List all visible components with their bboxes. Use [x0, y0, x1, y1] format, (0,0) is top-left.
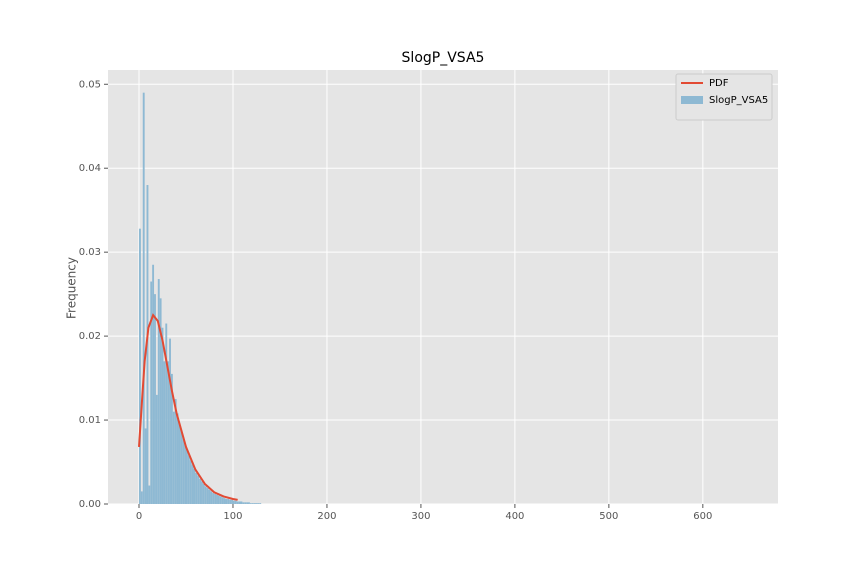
y-tick-label: 0.03	[79, 247, 101, 258]
histogram-bar	[155, 394, 158, 504]
histogram-bar	[176, 413, 179, 504]
histogram-bar	[184, 443, 186, 504]
y-axis-label: Frequency	[65, 257, 79, 319]
histogram-bar	[240, 501, 243, 504]
x-tick-label: 500	[599, 511, 618, 522]
y-tick-label: 0.00	[79, 499, 101, 510]
legend-label: PDF	[709, 78, 729, 89]
histogram-bar	[159, 298, 162, 504]
histogram-bar	[154, 294, 156, 504]
histogram-bar	[187, 455, 190, 504]
histogram-bar	[174, 399, 177, 504]
chart-title: SlogP_VSA5	[402, 50, 485, 66]
histogram-bar	[246, 502, 249, 504]
histogram-bar	[251, 503, 254, 504]
histogram-bar	[231, 499, 233, 504]
histogram-bar	[148, 485, 151, 504]
histogram-bar	[178, 424, 181, 504]
histogram-bar	[201, 481, 203, 504]
histogram-bar	[140, 491, 143, 504]
histogram-bar	[191, 464, 194, 504]
histogram-bar	[227, 498, 230, 504]
histogram-bar	[257, 503, 260, 504]
histogram-bar	[167, 361, 170, 504]
histogram-bar	[248, 502, 250, 504]
legend-label: SlogP_VSA5	[709, 95, 768, 106]
histogram-bar	[234, 500, 237, 504]
histogram-bar	[206, 488, 209, 504]
histogram-bar	[204, 486, 207, 504]
histogram-bar	[236, 501, 239, 504]
histogram-bar	[242, 502, 245, 504]
axes: 0.00 0.01 0.02 0.03 0.04 0.05 0 100 200 300 400 500…	[79, 79, 713, 522]
histogram-bar	[225, 498, 228, 504]
histogram-bar	[139, 228, 141, 504]
histogram-bar	[169, 338, 171, 504]
histogram-bar	[199, 478, 202, 504]
legend: PDF SlogP_VSA5	[675, 73, 773, 121]
histogram-bar	[249, 503, 252, 504]
pdf-line	[138, 313, 238, 501]
histogram-bar	[161, 327, 164, 504]
histogram-bar	[216, 494, 218, 504]
histogram-bar	[255, 503, 258, 504]
histogram-bar	[232, 500, 235, 504]
histogram-bar	[259, 503, 262, 504]
histogram-bar	[221, 497, 224, 504]
histogram-bar	[144, 428, 147, 504]
x-tick-label: 400	[505, 511, 524, 522]
histogram-bar	[182, 436, 185, 504]
plot-area	[108, 70, 778, 504]
x-tick-label: 100	[223, 511, 242, 522]
histogram-bar	[214, 493, 217, 504]
histogram-bar	[219, 496, 222, 504]
histogram-bar	[142, 92, 145, 504]
histogram-bar	[170, 373, 173, 504]
histogram-bar	[238, 501, 241, 504]
histogram-bar	[193, 468, 196, 504]
histogram-bar	[223, 498, 226, 504]
histogram-bar	[157, 279, 160, 504]
histogram-bar	[180, 430, 183, 504]
histogram-bar	[163, 361, 166, 504]
histogram-bar	[152, 264, 155, 504]
histogram-bar	[202, 483, 205, 504]
histogram-bar	[197, 475, 200, 504]
histogram-bar	[172, 411, 175, 504]
y-tick-label: 0.02	[79, 331, 101, 342]
grid	[108, 70, 778, 505]
histogram-bar	[244, 502, 247, 504]
histogram-bar	[210, 491, 213, 504]
marks	[138, 92, 262, 504]
histogram-bar	[212, 493, 215, 504]
histogram-bar	[229, 499, 232, 504]
histogram-bar	[217, 495, 220, 504]
x-tick-label: 0	[136, 511, 142, 522]
y-tick-label: 0.05	[79, 79, 101, 90]
legend-box	[675, 73, 773, 121]
x-tick-label: 200	[317, 511, 336, 522]
histogram-bar	[150, 281, 153, 504]
legend-swatch	[681, 96, 703, 104]
histogram-bar	[208, 489, 211, 504]
x-tick-label: 600	[693, 511, 712, 522]
y-tick-label: 0.04	[79, 163, 101, 174]
histogram-bar	[185, 449, 188, 504]
x-tick-label: 300	[411, 511, 430, 522]
histogram-bar	[189, 460, 192, 504]
histogram-bar	[165, 323, 168, 504]
y-tick-label: 0.01	[79, 415, 101, 426]
histogram-bar	[195, 472, 198, 504]
histogram-bar	[253, 503, 256, 504]
